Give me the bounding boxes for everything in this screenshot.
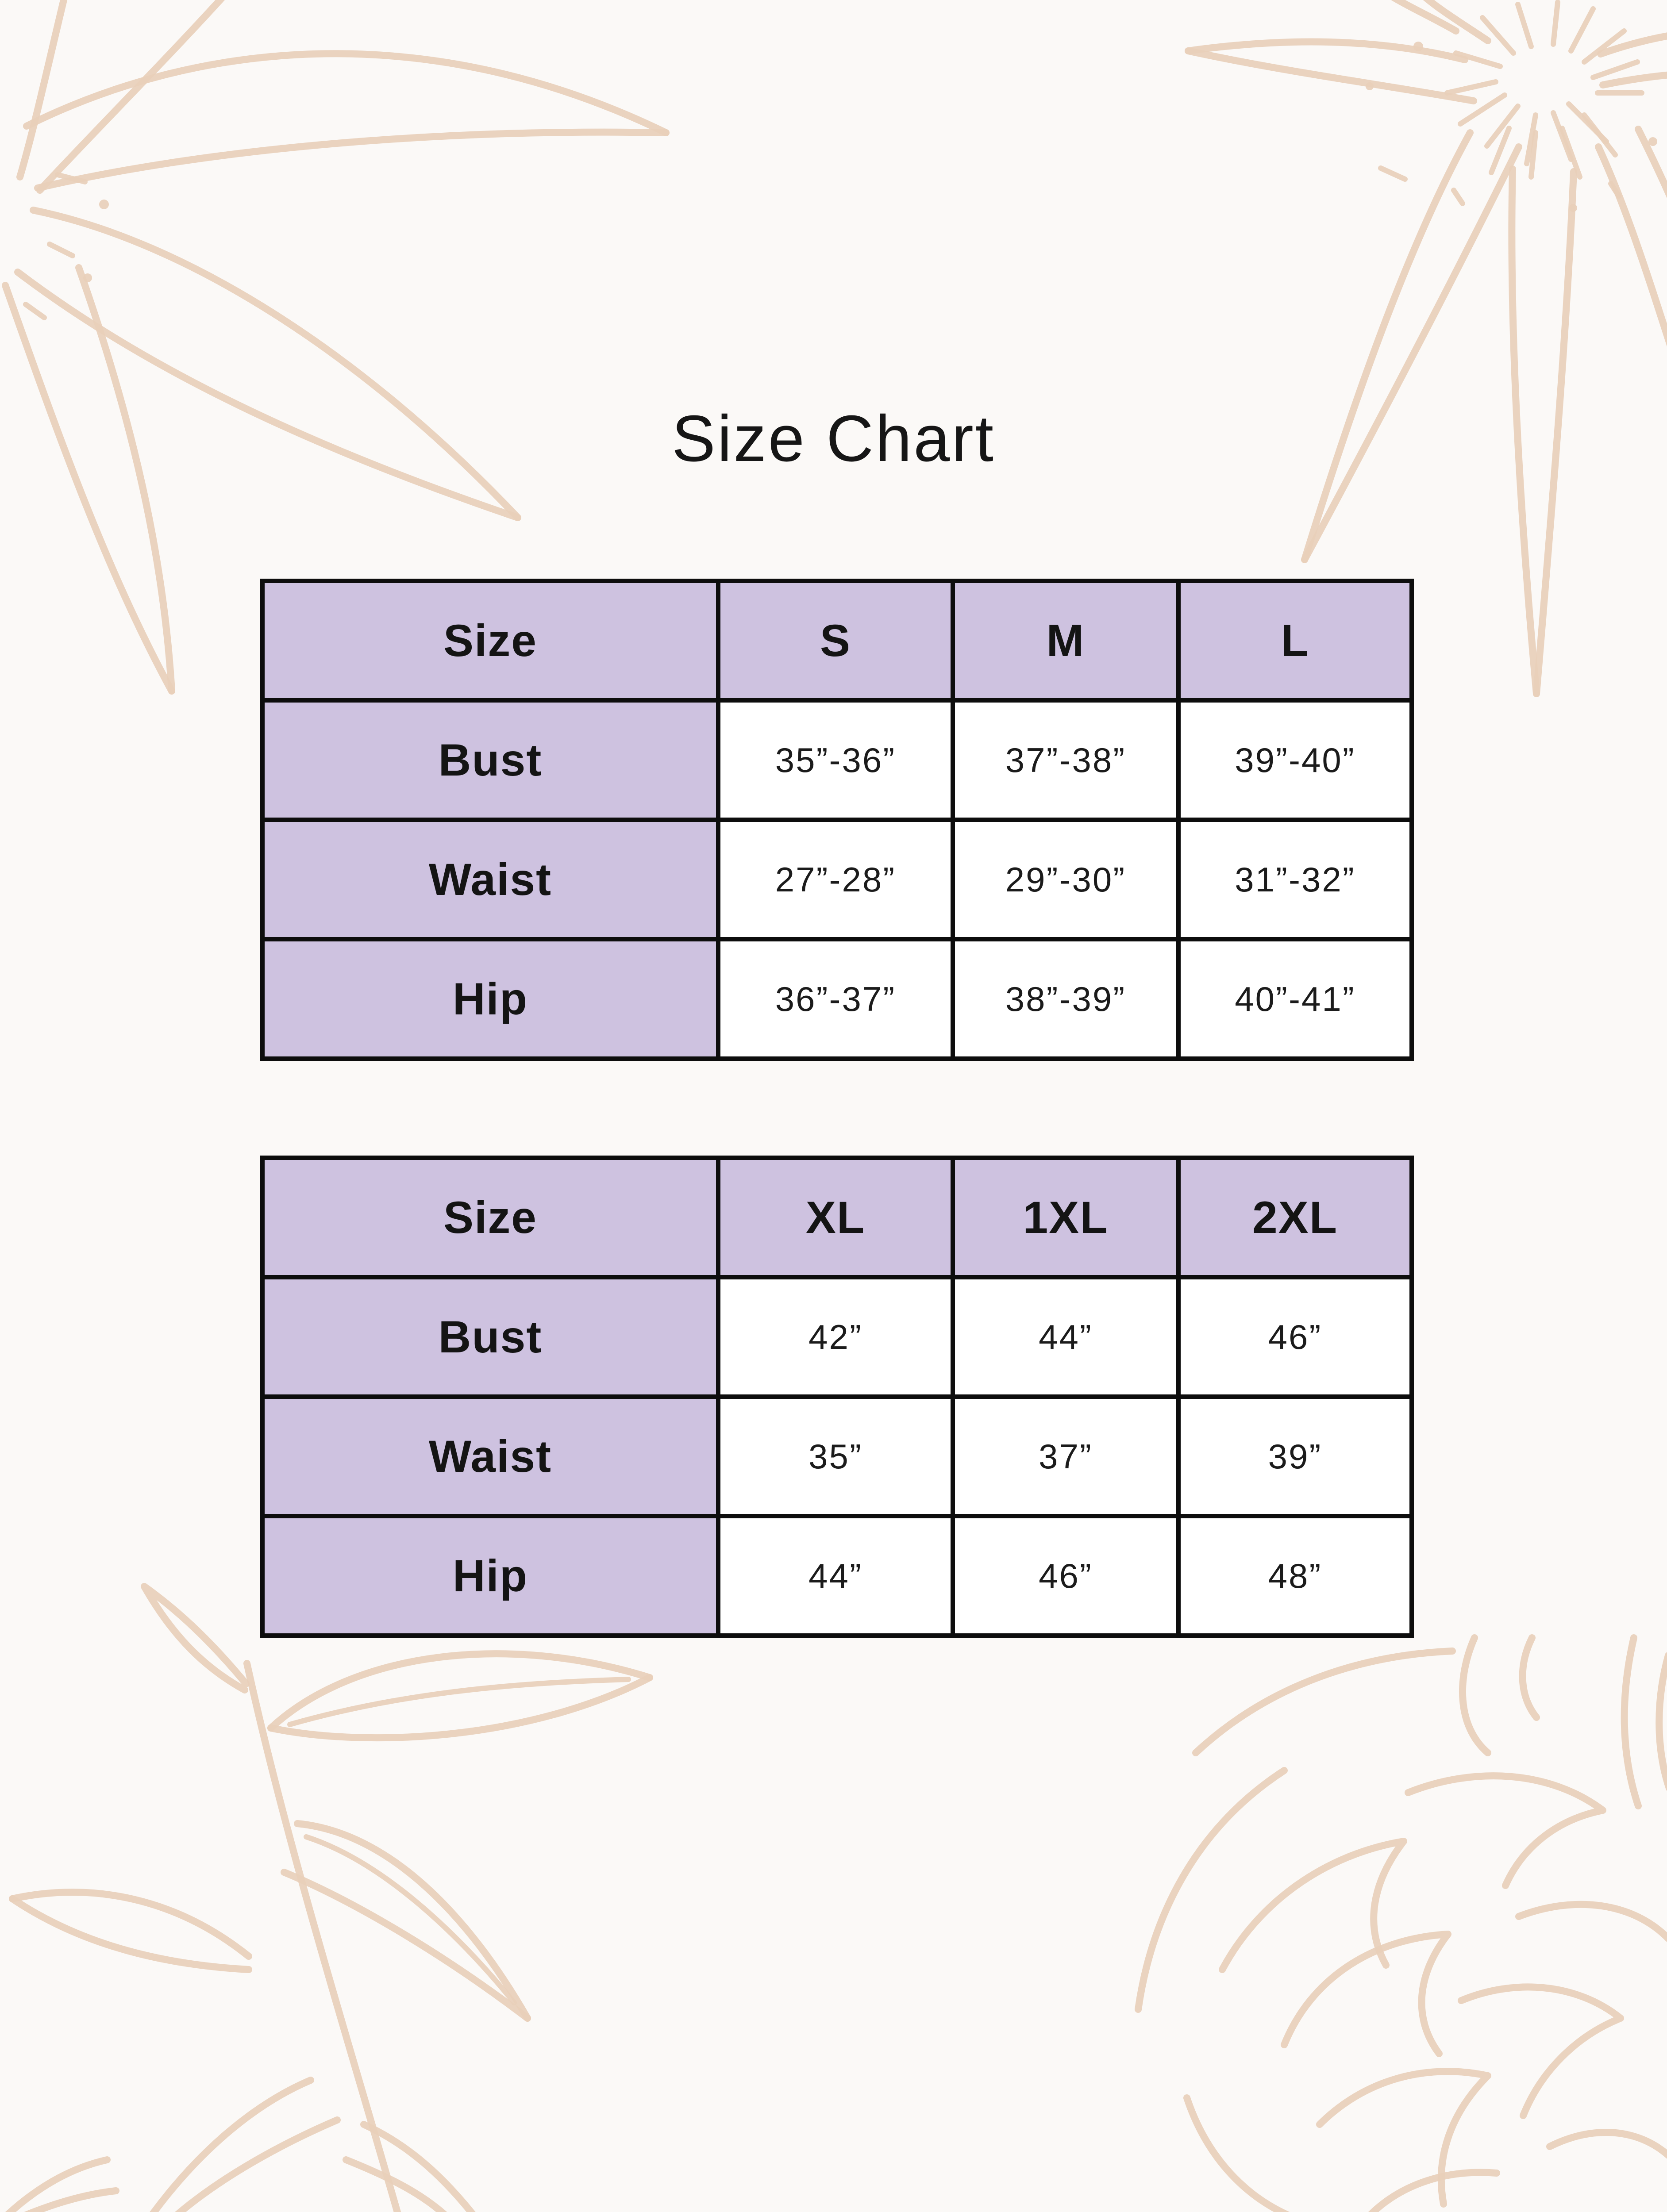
bust-2xl-value: 46” (1176, 1275, 1414, 1399)
hip-2xl-value: 48” (1176, 1514, 1414, 1638)
bust-s-value: 35”-36” (716, 698, 955, 822)
header-size-1xl: 1XL (951, 1156, 1181, 1279)
size-table-regular: Size S M L Bust 35”-36” 37”-38” 39”-40” … (260, 579, 1414, 1061)
waist-m-value: 29”-30” (951, 818, 1181, 941)
waist-1xl-value: 37” (951, 1394, 1181, 1518)
bottom-left-branch-icon (5, 1583, 653, 2212)
table-row-hip: Hip 44” 46” 48” (260, 1514, 1414, 1638)
row-label-waist: Waist (260, 818, 720, 941)
waist-s-value: 27”-28” (716, 818, 955, 941)
hip-xl-value: 44” (716, 1514, 955, 1638)
bust-m-value: 37”-38” (951, 698, 1181, 822)
waist-xl-value: 35” (716, 1394, 955, 1518)
hip-1xl-value: 46” (951, 1514, 1181, 1638)
waist-2xl-value: 39” (1176, 1394, 1414, 1518)
hip-m-value: 38”-39” (951, 937, 1181, 1061)
bust-l-value: 39”-40” (1176, 698, 1414, 822)
bottom-right-rose-icon (1135, 1634, 1667, 2212)
hip-l-value: 40”-41” (1176, 937, 1414, 1061)
table-header-row: Size XL 1XL 2XL (260, 1156, 1414, 1279)
hip-s-value: 36”-37” (716, 937, 955, 1061)
header-size-2xl: 2XL (1176, 1156, 1414, 1279)
waist-l-value: 31”-32” (1176, 818, 1414, 941)
row-label-hip: Hip (260, 1514, 720, 1638)
page-title: Size Chart (672, 402, 995, 475)
header-size-xl: XL (716, 1156, 955, 1279)
table-row-waist: Waist 35” 37” 39” (260, 1394, 1414, 1518)
table-header-row: Size S M L (260, 579, 1414, 703)
row-label-bust: Bust (260, 698, 720, 822)
header-size-label: Size (260, 579, 720, 703)
header-size-label: Size (260, 1156, 720, 1279)
row-label-waist: Waist (260, 1394, 720, 1518)
header-size-m: M (951, 579, 1181, 703)
header-size-l: L (1176, 579, 1414, 703)
bust-1xl-value: 44” (951, 1275, 1181, 1399)
header-size-s: S (716, 579, 955, 703)
size-table-extended: Size XL 1XL 2XL Bust 42” 44” 46” Waist 3… (260, 1156, 1414, 1638)
row-label-bust: Bust (260, 1275, 720, 1399)
table-row-bust: Bust 35”-36” 37”-38” 39”-40” (260, 698, 1414, 822)
table-row-hip: Hip 36”-37” 38”-39” 40”-41” (260, 937, 1414, 1061)
row-label-hip: Hip (260, 937, 720, 1061)
bust-xl-value: 42” (716, 1275, 955, 1399)
table-row-bust: Bust 42” 44” 46” (260, 1275, 1414, 1399)
table-row-waist: Waist 27”-28” 29”-30” 31”-32” (260, 818, 1414, 941)
